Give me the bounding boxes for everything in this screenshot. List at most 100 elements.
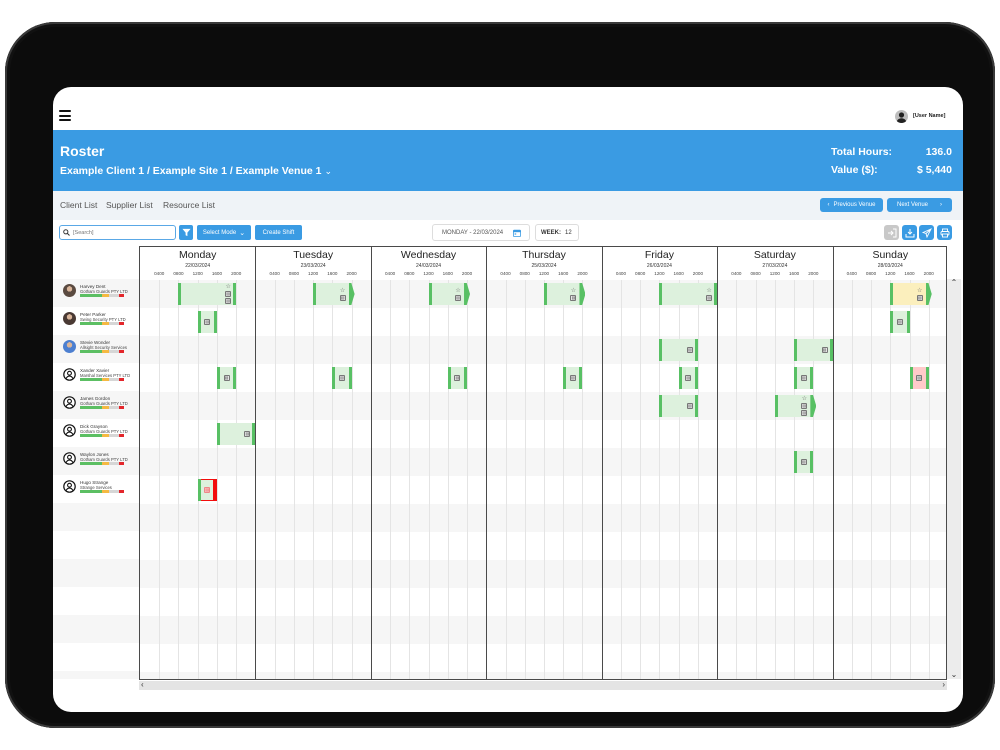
star-icon: ☆ xyxy=(570,287,577,294)
next-venue-button[interactable]: Next Venue › xyxy=(887,198,952,212)
shift-block[interactable]: ▤ xyxy=(216,423,256,445)
shift-start-handle[interactable] xyxy=(659,395,663,417)
shift-start-handle[interactable] xyxy=(794,367,798,389)
shift-block[interactable]: ☆ ▤ ▤ xyxy=(774,395,817,417)
shift-end-handle[interactable] xyxy=(464,367,468,389)
user-name[interactable]: [User Name] xyxy=(913,113,946,119)
resource-row[interactable]: Hugo Strange Strange Services xyxy=(53,475,139,503)
shift-start-handle[interactable] xyxy=(794,339,798,361)
send-button[interactable] xyxy=(919,225,934,240)
tab-resource-list[interactable]: Resource List xyxy=(163,200,215,210)
tab-supplier-list[interactable]: Supplier List xyxy=(106,200,153,210)
search-field[interactable] xyxy=(59,225,176,240)
shift-start-handle[interactable] xyxy=(447,367,451,389)
shift-start-handle[interactable] xyxy=(678,367,682,389)
shift-icons: ☆ ▤ ▤ xyxy=(801,395,808,417)
shift-end-handle[interactable] xyxy=(252,423,256,445)
shift-start-handle[interactable] xyxy=(659,283,663,305)
shift-end-handle[interactable] xyxy=(906,311,910,333)
shift-start-handle[interactable] xyxy=(563,367,567,389)
shift-end-handle[interactable] xyxy=(810,451,814,473)
scroll-left-icon[interactable]: ‹ xyxy=(141,680,144,689)
user-avatar-icon[interactable] xyxy=(895,110,908,123)
horizontal-scrollbar[interactable]: ‹ › xyxy=(139,680,947,690)
shift-block[interactable]: ▤ xyxy=(332,367,352,389)
shift-block[interactable]: ▤ xyxy=(197,479,217,501)
shift-block[interactable]: ▤ xyxy=(563,367,583,389)
shift-block[interactable]: ▤ xyxy=(909,367,929,389)
shift-start-handle[interactable] xyxy=(659,339,663,361)
shift-block[interactable]: ▤ xyxy=(197,311,217,333)
shift-start-handle[interactable] xyxy=(774,395,778,417)
shift-end-handle[interactable] xyxy=(213,311,217,333)
date-picker[interactable]: MONDAY - 22/03/2024 xyxy=(432,224,530,241)
shift-block[interactable]: ☆ ▤ xyxy=(313,283,355,305)
resource-company: Gotham Guards PTY LTD xyxy=(80,457,128,462)
resource-row[interactable]: James Gordon Gotham Guards PTY LTD xyxy=(53,391,139,419)
shift-start-handle[interactable] xyxy=(197,479,201,501)
shift-block[interactable]: ☆ ▤ xyxy=(544,283,586,305)
previous-venue-button[interactable]: ‹ Previous Venue xyxy=(820,198,883,212)
shift-end-handle[interactable] xyxy=(348,367,352,389)
hour-gridline xyxy=(544,280,545,679)
shift-block[interactable]: ▤ xyxy=(890,311,910,333)
vertical-scrollbar[interactable]: ⌃ ⌄ xyxy=(947,278,961,679)
shift-block[interactable]: ▤ xyxy=(794,451,814,473)
create-shift-button[interactable]: Create Shift xyxy=(255,225,302,240)
shift-start-handle[interactable] xyxy=(197,311,201,333)
shift-start-handle[interactable] xyxy=(890,283,894,305)
shift-end-handle[interactable] xyxy=(233,283,237,305)
shift-block[interactable]: ☆ ▤ xyxy=(428,283,471,305)
shift-start-handle[interactable] xyxy=(216,423,220,445)
shift-start-handle[interactable] xyxy=(216,367,220,389)
shift-end-handle[interactable] xyxy=(925,367,929,389)
scroll-down-icon[interactable]: ⌄ xyxy=(950,670,958,679)
shift-end-handle[interactable] xyxy=(579,367,583,389)
shift-end-handle[interactable] xyxy=(233,367,237,389)
shift-start-handle[interactable] xyxy=(332,367,336,389)
shift-block[interactable]: ▤ xyxy=(794,367,814,389)
resource-row[interactable]: Waylon Jones Gotham Guards PTY LTD xyxy=(53,447,139,475)
shift-end-handle[interactable] xyxy=(694,395,698,417)
scroll-up-icon[interactable]: ⌃ xyxy=(950,278,958,287)
shift-block[interactable]: ▤ xyxy=(794,339,833,361)
shift-start-handle[interactable] xyxy=(794,451,798,473)
shift-end-handle[interactable] xyxy=(810,367,814,389)
resource-row[interactable]: Harvey Dent Gotham Guards PTY LTD xyxy=(53,279,139,307)
shift-block[interactable]: ▤ xyxy=(659,339,698,361)
shift-block[interactable]: ▤ xyxy=(216,367,237,389)
capacity-segment xyxy=(80,378,102,381)
shift-block[interactable]: ☆ ▤ xyxy=(890,283,932,305)
shift-block[interactable]: ▤ xyxy=(659,395,698,417)
venue-breadcrumb-dropdown[interactable]: Example Client 1 / Example Site 1 / Exam… xyxy=(60,165,332,177)
resource-row[interactable]: Peter Parker Swing Security PTY LTD xyxy=(53,307,139,335)
shift-block[interactable]: ▤ xyxy=(678,367,698,389)
shift-start-handle[interactable] xyxy=(178,283,182,305)
download-button[interactable] xyxy=(902,225,917,240)
resource-row[interactable]: Stevie Wonder Allsight Security Services xyxy=(53,335,139,363)
shift-end-handle[interactable] xyxy=(212,479,217,501)
shift-end-handle[interactable] xyxy=(694,339,698,361)
resource-row[interactable]: Dick Grayson Gotham Guards PTY LTD xyxy=(53,419,139,447)
filter-button[interactable] xyxy=(179,225,193,240)
shift-start-handle[interactable] xyxy=(428,283,432,305)
shift-end-handle[interactable] xyxy=(714,283,718,305)
print-button[interactable] xyxy=(937,225,952,240)
hamburger-icon[interactable] xyxy=(59,110,71,121)
shift-block[interactable]: ☆ ▤ ▤ xyxy=(178,283,237,305)
time-tick: 1200 xyxy=(654,271,665,276)
shift-start-handle[interactable] xyxy=(909,367,913,389)
select-mode-dropdown[interactable]: Select Mode ⌄ xyxy=(197,225,251,240)
resource-row[interactable]: Xander Xavier Marshal Services PTY LTD xyxy=(53,363,139,391)
shift-end-handle[interactable] xyxy=(694,367,698,389)
shift-block[interactable]: ☆ ▤ xyxy=(659,283,718,305)
scroll-right-icon[interactable]: › xyxy=(942,680,945,689)
shift-block[interactable]: ▤ xyxy=(447,367,468,389)
shift-start-handle[interactable] xyxy=(313,283,317,305)
search-input[interactable] xyxy=(73,229,168,236)
shift-end-handle[interactable] xyxy=(829,339,833,361)
login-button[interactable] xyxy=(884,225,899,240)
tab-client-list[interactable]: Client List xyxy=(60,200,98,210)
shift-start-handle[interactable] xyxy=(544,283,547,305)
shift-start-handle[interactable] xyxy=(890,311,894,333)
